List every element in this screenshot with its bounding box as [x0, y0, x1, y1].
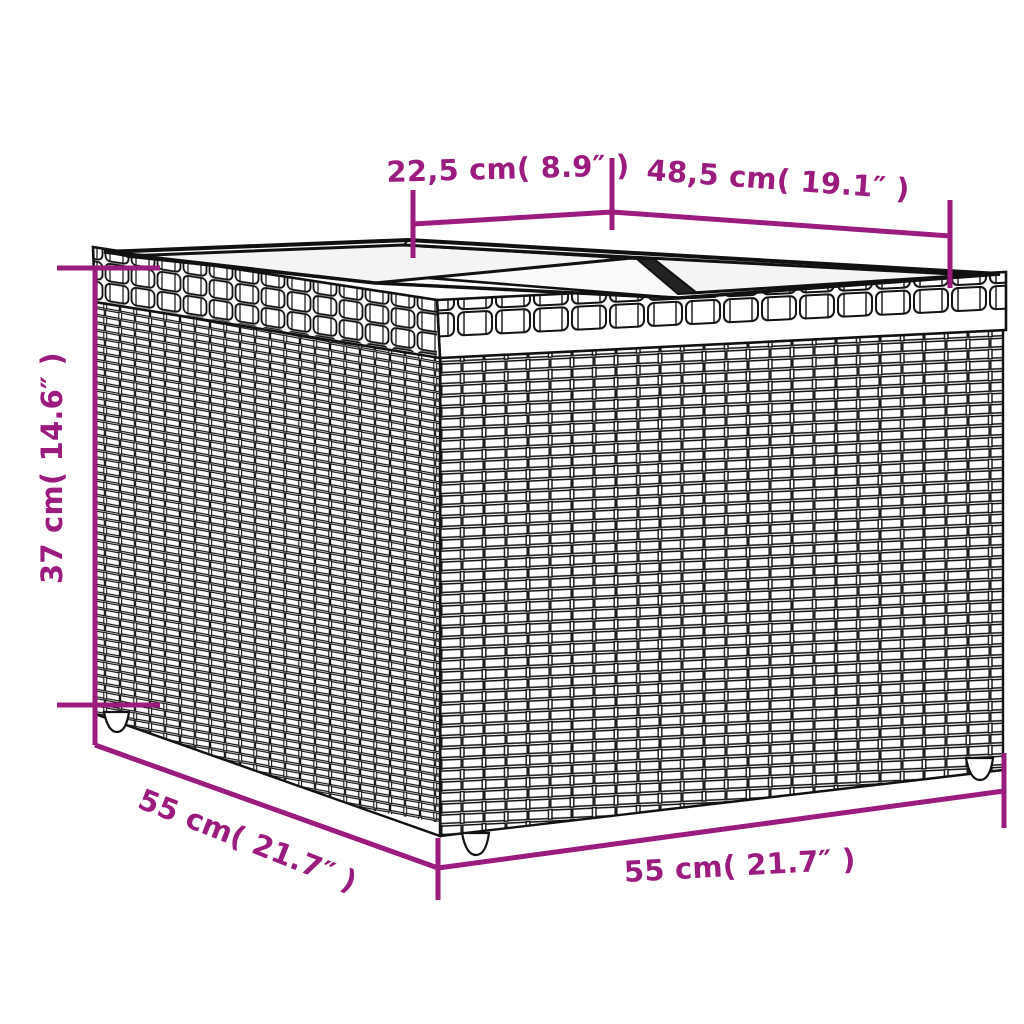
dimline-top-left — [410, 190, 613, 258]
dimline-width — [437, 753, 1007, 871]
dimline-top-right — [609, 158, 953, 288]
table-body — [91, 237, 1008, 857]
foot-side-left — [102, 710, 131, 734]
dimension-lines — [57, 158, 1007, 900]
glass-top — [103, 237, 1001, 300]
table-feet — [102, 710, 995, 857]
dimension-label-height: 37 cm( 14.6″ ) — [35, 352, 69, 584]
dimline-height — [57, 265, 160, 745]
side-face — [93, 273, 442, 838]
foot-front-left — [460, 831, 491, 857]
dimline-depth — [94, 742, 441, 900]
foot-front-right — [964, 756, 995, 782]
front-face — [438, 310, 1005, 838]
dimension-label-glass-left: 22,5 cm( 8.9″ ) — [386, 148, 630, 189]
